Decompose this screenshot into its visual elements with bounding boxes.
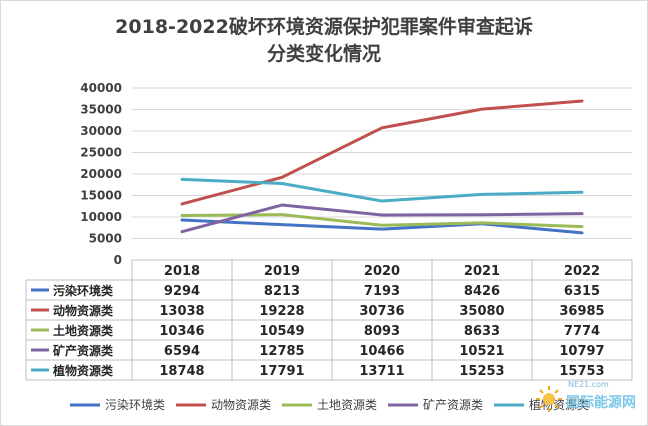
table-cell-value: 30736	[359, 304, 404, 319]
x-category-label: 2019	[264, 264, 300, 279]
legend-label-3: 土地资源类	[317, 398, 377, 412]
table-cell-value: 18748	[159, 364, 204, 379]
sun-logo-icon	[536, 386, 562, 412]
x-category-label: 2022	[564, 264, 600, 279]
table-cell-value: 19228	[259, 304, 304, 319]
table-cell-value: 12785	[259, 344, 304, 359]
table-series-name: 矿产资源类	[53, 343, 114, 358]
series-line-2	[180, 99, 584, 206]
table-cell-value: 10521	[459, 344, 504, 359]
series-lines	[180, 99, 584, 235]
series-line-4	[180, 203, 584, 234]
chart-title-line1: 2018-2022破坏环境资源保护犯罪案件审查起诉	[115, 16, 533, 38]
series-line-1	[180, 218, 584, 235]
table-cell-value: 15253	[459, 364, 504, 379]
table-cell-value: 8633	[464, 324, 500, 339]
table-cell-value: 8213	[264, 284, 300, 299]
table-cell-value: 13711	[359, 364, 404, 379]
table-cell-value: 6315	[564, 284, 600, 299]
legend-label-1: 污染环境类	[105, 397, 165, 412]
table-cell-value: 10549	[259, 324, 304, 339]
y-tick-label: 20000	[80, 167, 122, 181]
x-category-label: 2020	[364, 264, 400, 279]
y-tick-label: 35000	[80, 103, 122, 117]
y-tick-label: 10000	[80, 210, 122, 224]
chart-title: 2018-2022破坏环境资源保护犯罪案件审查起诉 分类变化情况	[0, 14, 648, 68]
grid-lines	[132, 87, 632, 261]
table-series-name: 植物资源类	[52, 363, 114, 378]
series-line-5	[180, 177, 584, 203]
table-cell-value: 10346	[159, 324, 204, 339]
table-cell-value: 6594	[164, 344, 200, 359]
table-cell-value: 15753	[559, 364, 604, 379]
y-tick-label: 0	[114, 253, 122, 267]
table-series-name: 污染环境类	[53, 283, 114, 298]
y-axis: 0 5000 10000 15000 20000 25000 30000 35000 40000	[80, 81, 122, 267]
y-tick-label: 40000	[80, 81, 122, 95]
table-cell-value: 17791	[259, 364, 304, 379]
table-cell-value: 35080	[459, 304, 504, 319]
table-cell-value: 10797	[559, 344, 604, 359]
y-tick-label: 15000	[80, 189, 122, 203]
watermark-name: 国际能源网	[566, 395, 636, 411]
table-cell-value: 9294	[164, 284, 200, 299]
data-table: 2018 2019 2020 2021 2022 污染环境类 9294 8213 7193 842…	[25, 259, 633, 381]
watermark-url: NE21.com	[568, 380, 609, 389]
y-tick-label: 5000	[89, 232, 122, 246]
table-cell-value: 7774	[564, 324, 600, 339]
y-tick-label: 30000	[80, 124, 122, 138]
table-cell-value: 10466	[359, 344, 404, 359]
table-series-name: 动物资源类	[53, 303, 114, 318]
chart-title-line2: 分类变化情况	[266, 43, 381, 65]
table-cell-value: 36985	[559, 304, 604, 319]
x-category-label: 2021	[464, 264, 500, 279]
y-tick-label: 25000	[80, 146, 122, 160]
table-series-name: 土地资源类	[53, 323, 114, 338]
table-cell-value: 8426	[464, 284, 500, 299]
table-cell-value: 7193	[364, 284, 400, 299]
watermark: NE21.com 国际能源网	[532, 380, 642, 420]
legend: 污染环境类 动物资源类 土地资源类 矿产资源类 植物资源类	[70, 397, 589, 412]
legend-label-2: 动物资源类	[211, 398, 271, 412]
table-cell-value: 8093	[364, 324, 400, 339]
x-category-label: 2018	[164, 264, 200, 279]
legend-label-4: 矿产资源类	[423, 398, 483, 412]
table-cell-value: 13038	[159, 304, 204, 319]
